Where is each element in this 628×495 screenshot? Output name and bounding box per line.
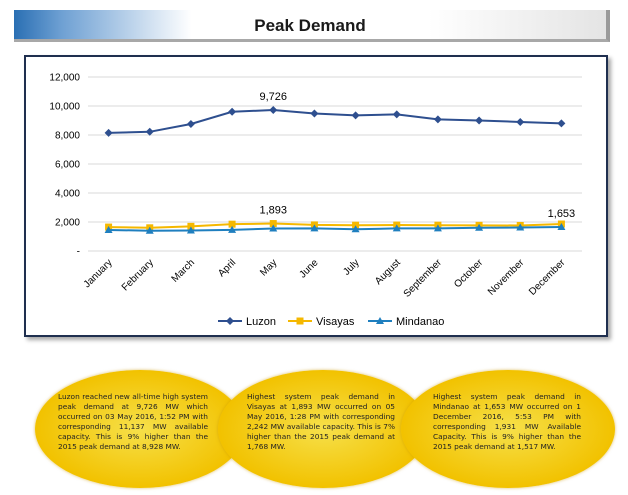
x-tick-label: July: [341, 257, 361, 277]
point-marker: [269, 224, 278, 232]
x-tick-label: December: [527, 257, 568, 298]
point-marker: [392, 110, 401, 119]
point-marker: [145, 226, 154, 234]
data-label: 9,726: [259, 91, 287, 103]
point-marker: [104, 128, 113, 137]
legend-label: Visayas: [316, 316, 355, 328]
peak-demand-chart: - 2,000 4,000 6,000 8,000 10,000 12,000 Januar…: [24, 55, 608, 337]
point-marker: [475, 223, 484, 231]
mindanao-note-ellipse: [401, 370, 615, 488]
point-marker: [310, 224, 319, 232]
y-tick-label: -: [77, 247, 80, 258]
point-marker: [228, 225, 237, 233]
x-tick-label: November: [486, 257, 527, 298]
point-marker: [351, 111, 360, 120]
mindanao-note-text: Highest system peak demand in Mindanao a…: [433, 392, 581, 451]
x-tick-label: October: [452, 257, 485, 290]
point-marker: [269, 220, 277, 228]
y-tick-label: 2,000: [55, 218, 80, 229]
y-tick-label: 12,000: [49, 73, 80, 84]
legend: Luzon Visayas Mindanao: [218, 316, 444, 328]
series-group: [104, 105, 566, 234]
point-marker: [186, 119, 195, 128]
y-axis-ticks: - 2,000 4,000 6,000 8,000 10,000 12,000: [49, 73, 80, 258]
x-tick-label: January: [82, 257, 115, 290]
y-tick-label: 8,000: [55, 131, 80, 142]
point-marker: [351, 225, 360, 233]
point-marker: [475, 116, 484, 125]
luzon-note-ellipse: [35, 370, 245, 488]
point-marker: [392, 224, 401, 232]
x-tick-label: May: [258, 257, 279, 278]
line-chart-svg: - 2,000 4,000 6,000 8,000 10,000 12,000 Januar…: [49, 73, 582, 328]
point-marker: [104, 225, 113, 233]
x-tick-label: April: [216, 257, 238, 279]
point-marker: [433, 115, 442, 124]
point-marker: [296, 317, 304, 325]
y-tick-label: 6,000: [55, 160, 80, 171]
x-tick-label: June: [297, 257, 320, 280]
point-marker: [145, 127, 154, 136]
point-marker: [516, 117, 525, 126]
point-marker: [269, 105, 278, 114]
luzon-note-text: Luzon reached new all-time high system p…: [58, 392, 208, 451]
point-marker: [352, 221, 360, 229]
page-title: Peak Demand: [254, 16, 366, 35]
x-tick-label: August: [373, 257, 403, 287]
legend-label: Mindanao: [396, 316, 444, 328]
point-marker: [516, 223, 525, 231]
y-tick-label: 10,000: [49, 102, 80, 113]
point-marker: [433, 224, 442, 232]
series-line-visayas: [108, 222, 562, 229]
point-marker: [557, 119, 566, 128]
x-tick-label: February: [120, 257, 156, 293]
x-axis-ticks: January February March April May June July Augu…: [82, 257, 568, 300]
visayas-note-ellipse: [218, 370, 428, 488]
data-labels: 9,726 1,893 1,653: [259, 91, 575, 220]
data-label: 1,653: [548, 208, 576, 220]
x-tick-label: March: [170, 257, 197, 284]
point-marker: [187, 222, 195, 230]
point-marker: [228, 107, 237, 116]
point-marker: [376, 317, 384, 324]
title-banner: Peak Demand: [14, 10, 610, 42]
legend-label: Luzon: [246, 316, 276, 328]
point-marker: [226, 317, 234, 325]
series-line-luzon: [108, 108, 562, 134]
gridlines: [88, 76, 582, 252]
x-tick-label: September: [402, 257, 445, 300]
point-marker: [186, 226, 195, 234]
series-line-mindanao: [108, 226, 562, 232]
visayas-note-text: Highest system peak demand in Visayas at…: [247, 392, 395, 451]
data-label: 1,893: [259, 205, 287, 217]
point-marker: [310, 109, 319, 118]
point-marker: [557, 223, 566, 231]
point-marker: [228, 220, 236, 228]
y-tick-label: 4,000: [55, 189, 80, 200]
